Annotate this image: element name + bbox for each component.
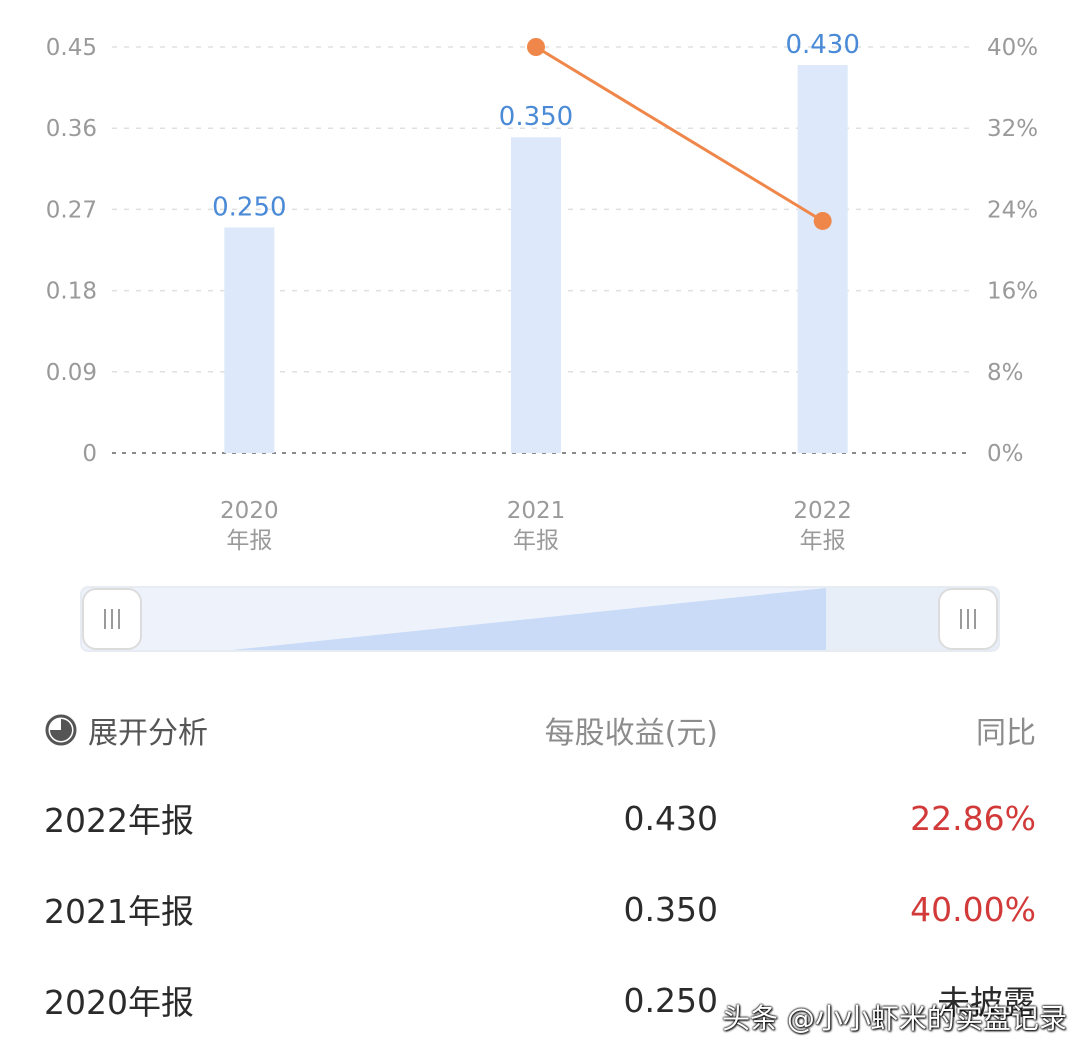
eps-chart: 0 0.09 0.18 0.27 0.36 0.45 0% 8% 16% 24% 32% 40% 0… [46,30,1038,554]
grip-icon [960,609,976,629]
bar [511,137,561,453]
bar-value-label: 0.350 [499,102,573,132]
yoy-line [527,38,832,230]
grip-icon [104,609,120,629]
line-path [535,45,824,223]
column-header-eps: 每股收益(元) [544,716,718,751]
right-axis-ticks: 0% 8% 16% 24% 32% 40% [987,35,1038,467]
left-axis-ticks: 0 0.09 0.18 0.27 0.36 0.45 [46,35,97,467]
bar [797,65,848,454]
bar-labels: 0.250 0.350 0.430 [212,30,860,222]
row-eps: 0.430 [623,798,718,838]
x-tick-label: 2021 年报 [507,498,566,554]
table-row[interactable]: 2020年报 0.250 未披露 [44,970,1036,1030]
pie-chart-icon [45,714,77,746]
column-header-yoy: 同比 [976,716,1036,751]
row-period: 2020年报 [44,983,194,1022]
y-left-tick: 0.36 [46,116,97,142]
slider-preview [232,588,998,650]
line-point [527,38,545,56]
bar [224,227,275,453]
y-left-tick: 0.27 [46,197,97,223]
table-header: 展开分析 每股收益(元) 同比 [44,700,1036,760]
x-tick-label: 2022 年报 [793,498,852,554]
x-axis-ticks: 2020 年报 2021 年报 2022 年报 [220,498,852,554]
y-right-tick: 24% [987,197,1038,223]
table-row[interactable]: 2022年报 0.430 22.86% [44,788,1036,848]
row-yoy: 22.86% [910,798,1036,838]
x-tick-label: 2020 年报 [220,498,279,554]
range-slider[interactable] [80,586,1000,652]
row-period: 2022年报 [44,801,194,840]
bars [224,65,848,454]
bar-value-label: 0.250 [212,192,286,222]
row-eps: 0.250 [623,980,718,1020]
bar-value-label: 0.430 [785,30,859,60]
row-yoy: 40.00% [910,889,1036,929]
expand-analysis-button[interactable]: 展开分析 [44,708,208,752]
y-left-tick: 0.45 [46,35,97,61]
row-yoy: 未披露 [937,983,1036,1022]
y-left-tick: 0.18 [46,279,97,305]
y-right-tick: 0% [987,441,1024,467]
y-left-tick: 0.09 [46,360,97,386]
slider-handle-right[interactable] [938,588,998,650]
row-period: 2021年报 [44,892,194,931]
line-point [813,211,832,230]
slider-handle-left[interactable] [82,588,142,650]
y-right-tick: 40% [987,35,1038,61]
watermark: 头条 @小小虾米的实盘记录 [722,1002,1067,1035]
y-right-tick: 16% [987,279,1038,305]
row-eps: 0.350 [623,889,718,929]
y-left-tick: 0 [82,441,97,467]
y-right-tick: 8% [987,360,1024,386]
expand-analysis-label: 展开分析 [88,716,208,751]
table-row[interactable]: 2021年报 0.350 40.00% [44,879,1036,939]
y-right-tick: 32% [987,116,1038,142]
